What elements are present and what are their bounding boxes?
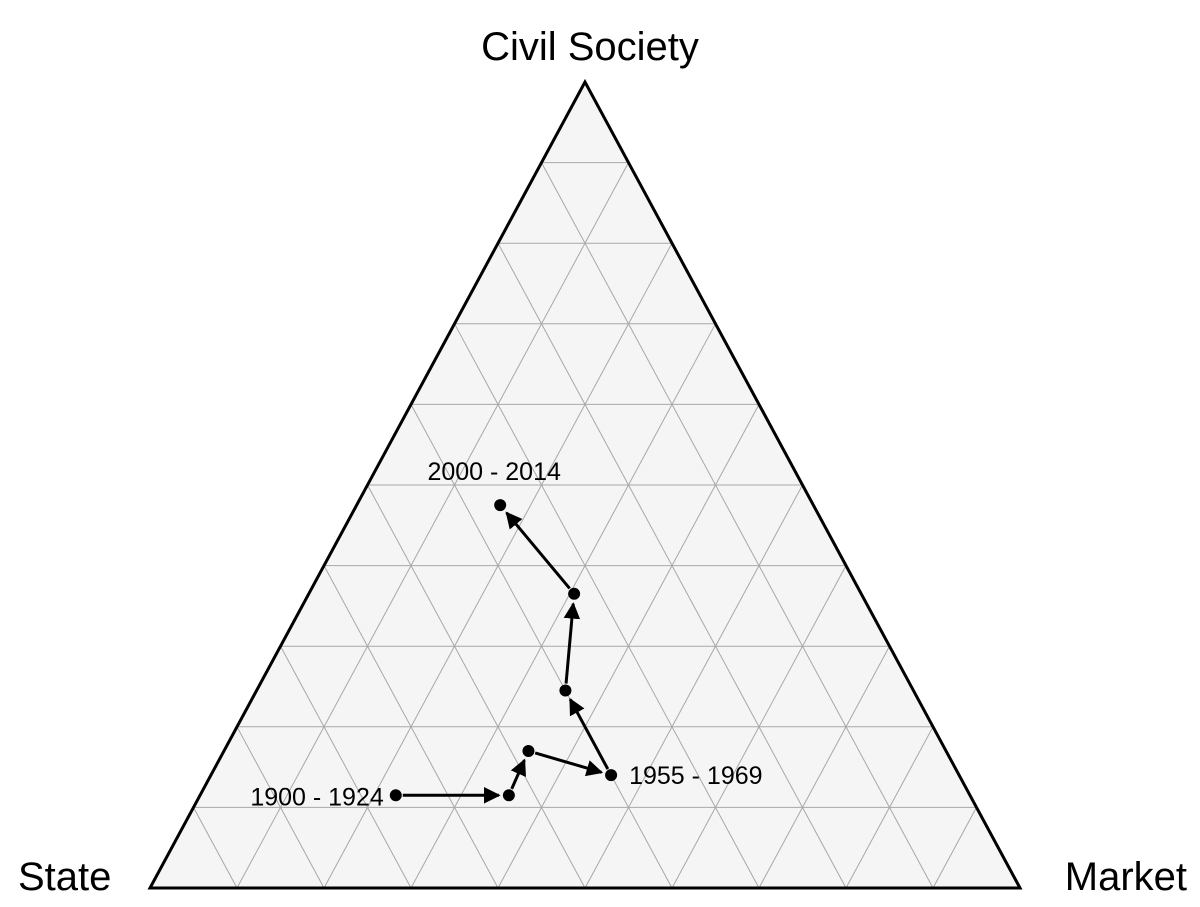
grid-line [236, 726, 325, 889]
grid-line [541, 162, 934, 889]
trajectory-arrow [505, 511, 571, 590]
trajectory-path [402, 511, 610, 804]
trajectory-arrow [568, 697, 610, 770]
data-point [522, 744, 535, 757]
data-point [605, 769, 618, 782]
vertex-label-civil-society: Civil Society [481, 25, 699, 69]
grid-line [845, 726, 934, 889]
data-point [389, 789, 402, 802]
trajectory-arrow [510, 758, 526, 790]
grid-line [323, 565, 499, 889]
vertex-label-market: Market [1065, 855, 1187, 899]
grid-line [671, 565, 847, 889]
grid-line [584, 484, 803, 889]
data-point [568, 587, 581, 600]
point-label: 1900 - 1924 [250, 783, 384, 811]
grid-line [454, 323, 760, 889]
trajectory-arrow [563, 602, 581, 684]
vertex-label-state: State [18, 855, 111, 899]
point-label: 1955 - 1969 [629, 762, 762, 790]
point-label: 2000 - 2014 [427, 458, 561, 486]
grid-line [236, 162, 629, 889]
triangle-outline [147, 78, 1023, 890]
grid-lines [193, 162, 977, 889]
trajectory-arrow [534, 751, 604, 777]
data-points [389, 499, 618, 802]
data-point [502, 789, 515, 802]
grid-line [758, 645, 890, 889]
grid-line [367, 484, 586, 889]
grid-line [280, 645, 412, 889]
data-point [494, 499, 507, 512]
data-point [559, 684, 572, 697]
grid-line [193, 807, 238, 889]
point-labels: 1900 - 1924 1955 - 1969 2000 - 2014 [250, 458, 762, 811]
grid-line [932, 807, 977, 889]
